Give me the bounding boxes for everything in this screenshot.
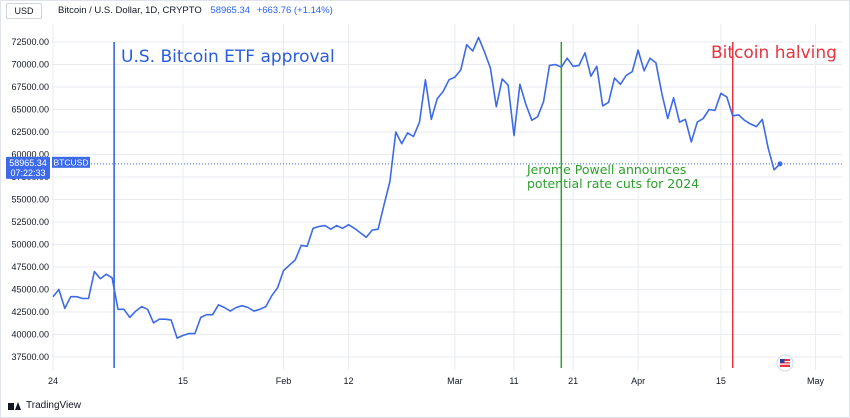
y-tick-label: 40000.00	[11, 330, 49, 340]
y-tick-label: 47500.00	[11, 262, 49, 272]
flag-stripes	[780, 359, 790, 367]
flag-canton	[780, 359, 785, 363]
powell-annotation-line: Jerome Powell announces	[526, 162, 686, 177]
currency-button[interactable]: USD	[6, 3, 42, 19]
x-tick-label: Mar	[447, 376, 463, 386]
x-tick-label: May	[807, 376, 825, 386]
symbol-title: Bitcoin / U.S. Dollar, 1D, CRYPTO	[58, 5, 202, 16]
x-tick-label: Apr	[631, 376, 645, 386]
y-tick-label: 67500.00	[11, 82, 49, 92]
tradingview-logo-icon	[8, 401, 22, 411]
y-tick-label: 52500.00	[11, 217, 49, 227]
brand-label: TradingView	[26, 400, 82, 411]
btc-price-line	[52, 36, 781, 339]
flag-stripe-white	[780, 363, 790, 365]
last-price-point	[777, 161, 783, 167]
last-price-time: 07:22:33	[10, 168, 45, 178]
x-tick-label: 12	[344, 376, 354, 386]
y-tick-label: 72500.00	[11, 37, 49, 47]
last-price: 58965.34	[210, 5, 251, 16]
y-tick-label: 50000.00	[11, 240, 49, 250]
last-price-box	[6, 156, 50, 179]
x-tick-label: 11	[509, 376, 518, 386]
powell-annotation-line: potential rate cuts for 2024	[527, 176, 699, 191]
footer: TradingView	[8, 400, 81, 411]
y-tick-label: 45000.00	[11, 285, 49, 295]
y-tick-label: 70000.00	[11, 60, 49, 70]
y-tick-label: 62500.00	[11, 127, 49, 137]
last-price-value: 58965.34	[9, 158, 47, 168]
y-tick-label: 42500.00	[11, 307, 49, 317]
price-change: +663.76 (+1.14%)	[256, 5, 333, 16]
x-tick-label: Feb	[276, 376, 292, 386]
halving-annotation: Bitcoin halving	[711, 43, 837, 63]
y-tick-label: 65000.00	[11, 105, 49, 115]
chart-header: USD Bitcoin / U.S. Dollar, 1D, CRYPTO 58…	[0, 0, 850, 22]
symbol-tag: BTCUSD	[54, 157, 89, 167]
y-tick-label: 37500.00	[11, 352, 49, 362]
etf-annotation: U.S. Bitcoin ETF approval	[121, 47, 335, 67]
x-tick-label: 24	[48, 376, 58, 386]
x-tick-label: 15	[178, 376, 188, 386]
flag-stripe-white	[780, 361, 790, 363]
x-tick-label: 21	[568, 376, 578, 386]
y-tick-label: 55000.00	[11, 195, 49, 205]
symbol-tag-box	[52, 156, 90, 168]
y-tick-label: 60000.00	[11, 150, 49, 160]
symbol-legend: Bitcoin / U.S. Dollar, 1D, CRYPTO 58965.…	[58, 5, 333, 16]
x-tick-label: 15	[716, 376, 726, 386]
